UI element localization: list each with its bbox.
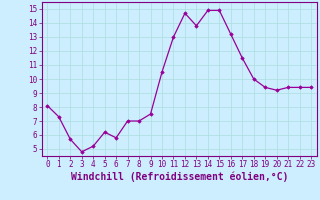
X-axis label: Windchill (Refroidissement éolien,°C): Windchill (Refroidissement éolien,°C) [70,172,288,182]
